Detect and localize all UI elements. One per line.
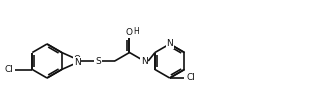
Text: N: N [74, 58, 81, 67]
Text: N: N [141, 56, 148, 66]
Text: O: O [126, 28, 133, 37]
Text: N: N [166, 40, 173, 49]
Text: S: S [95, 56, 101, 66]
Text: Cl: Cl [186, 73, 195, 82]
Text: O: O [74, 55, 81, 64]
Text: Cl: Cl [5, 65, 13, 74]
Text: H: H [134, 27, 139, 36]
